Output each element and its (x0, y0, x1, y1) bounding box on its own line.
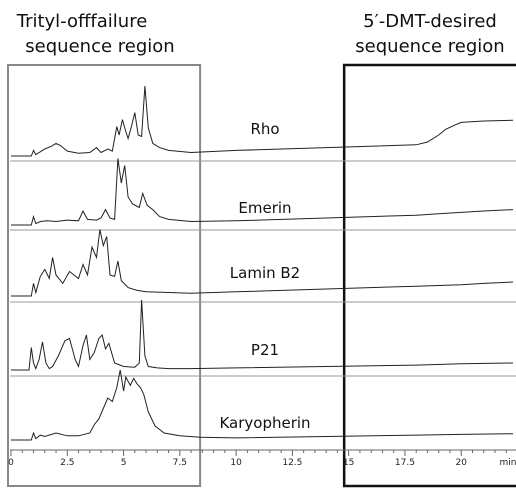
trace-label: Emerin (238, 199, 291, 217)
trace-label: Rho (250, 120, 279, 138)
trace-karyopherin (11, 369, 514, 441)
x-tick-label: 12.5 (282, 458, 302, 468)
trace-label: Lamin B2 (230, 264, 300, 282)
x-tick-label: 7.5 (173, 458, 187, 468)
chromatogram-traces (11, 85, 514, 441)
region-2-title-line-2: sequence region (355, 36, 504, 57)
x-tick-label: 10 (230, 458, 242, 468)
panel-separators (10, 160, 516, 377)
region-2-title-line-1: 5′-DMT-desired (363, 11, 497, 32)
desired-sequence-region-box (342, 63, 516, 488)
region-1-title-line-2: sequence region (25, 36, 174, 57)
x-tick-label: 2.5 (60, 458, 74, 468)
trace-labels: Rho Emerin Lamin B2 P21 Karyopherin (219, 120, 310, 432)
x-tick-label: 0 (8, 458, 14, 468)
failure-sequence-region-box (7, 64, 202, 487)
x-tick-label: 15 (343, 458, 354, 468)
trace-rho (11, 85, 514, 157)
x-axis: 0 2.5 5 7.5 10 12.5 15 17.5 20 min (8, 449, 516, 468)
trace-lamin-b2 (11, 229, 514, 297)
region-1-title-line-1: Trityl-offfailure (16, 11, 148, 32)
trace-label: Karyopherin (219, 414, 310, 432)
x-axis-unit-label: min (500, 458, 516, 468)
x-tick-label: 20 (455, 458, 467, 468)
x-tick-label: 5 (121, 458, 127, 468)
trace-p21 (11, 299, 514, 371)
x-tick-label: 17.5 (395, 458, 415, 468)
trace-label: P21 (251, 341, 279, 359)
trace-emerin (11, 158, 514, 226)
